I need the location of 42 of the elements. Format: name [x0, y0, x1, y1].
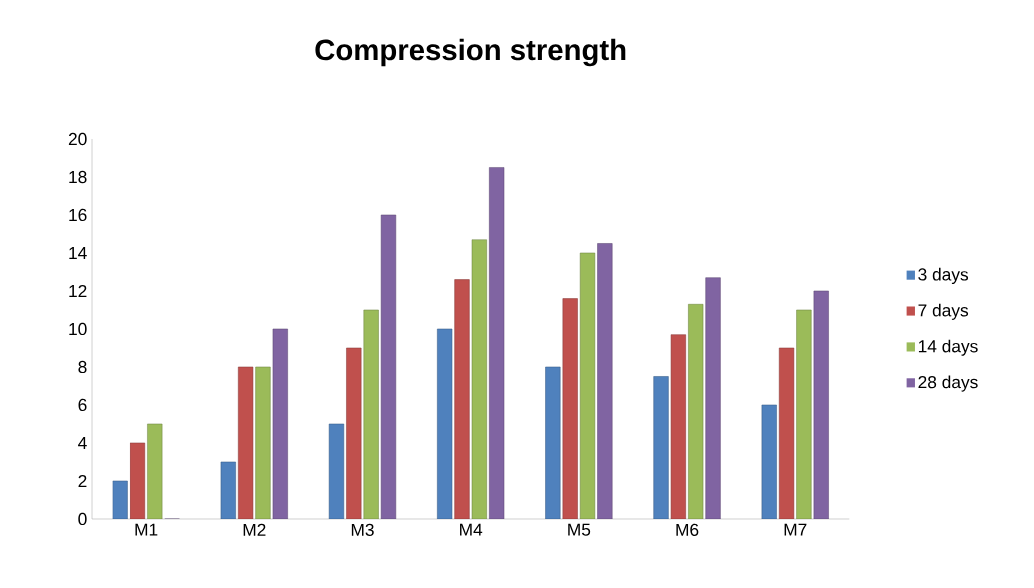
y-tick-label: 0: [78, 512, 87, 526]
y-tick-label: 8: [78, 360, 87, 374]
bar: [363, 309, 379, 519]
legend-label: 28 days: [918, 375, 978, 392]
y-tick-label: 12: [69, 284, 87, 298]
y-tick-label: 18: [69, 170, 87, 184]
y-tick-label: 4: [78, 437, 87, 449]
x-tick-label: M4: [460, 523, 483, 536]
bar: [761, 404, 777, 519]
bar: [597, 243, 613, 519]
bar: [346, 347, 362, 519]
x-tick-label: M1: [135, 523, 158, 536]
bar: [545, 366, 561, 519]
bar: [328, 423, 345, 519]
x-tick-label: M3: [351, 523, 374, 536]
bar: [653, 376, 669, 519]
x-tick-label: M6: [676, 523, 699, 536]
y-tick-label: 10: [69, 322, 87, 336]
y-tick-label: 2: [78, 474, 87, 488]
bar: [238, 366, 254, 519]
bar: [454, 279, 470, 519]
y-tick-label: 6: [78, 398, 87, 412]
y-tick-label: 20: [68, 132, 87, 146]
bar: [437, 328, 453, 519]
bar: [129, 442, 146, 519]
y-tick-label: 16: [69, 208, 87, 222]
legend-label: 3 days: [918, 267, 969, 285]
legend-label: 7 days: [918, 303, 969, 320]
bar: [670, 334, 686, 519]
bar: [705, 277, 721, 519]
bar: [112, 480, 128, 519]
y-tick-label: 14: [69, 247, 87, 259]
x-tick-label: M7: [784, 523, 807, 536]
chart-title: Compression strength: [315, 38, 626, 67]
bar: [562, 298, 578, 519]
x-tick-label: M5: [568, 523, 591, 536]
legend-label: 14 days: [918, 339, 978, 356]
bar: [220, 461, 236, 519]
bar: [778, 347, 795, 519]
bar: [796, 309, 812, 519]
x-tick-label: M2: [243, 523, 266, 536]
bar: [255, 366, 271, 519]
